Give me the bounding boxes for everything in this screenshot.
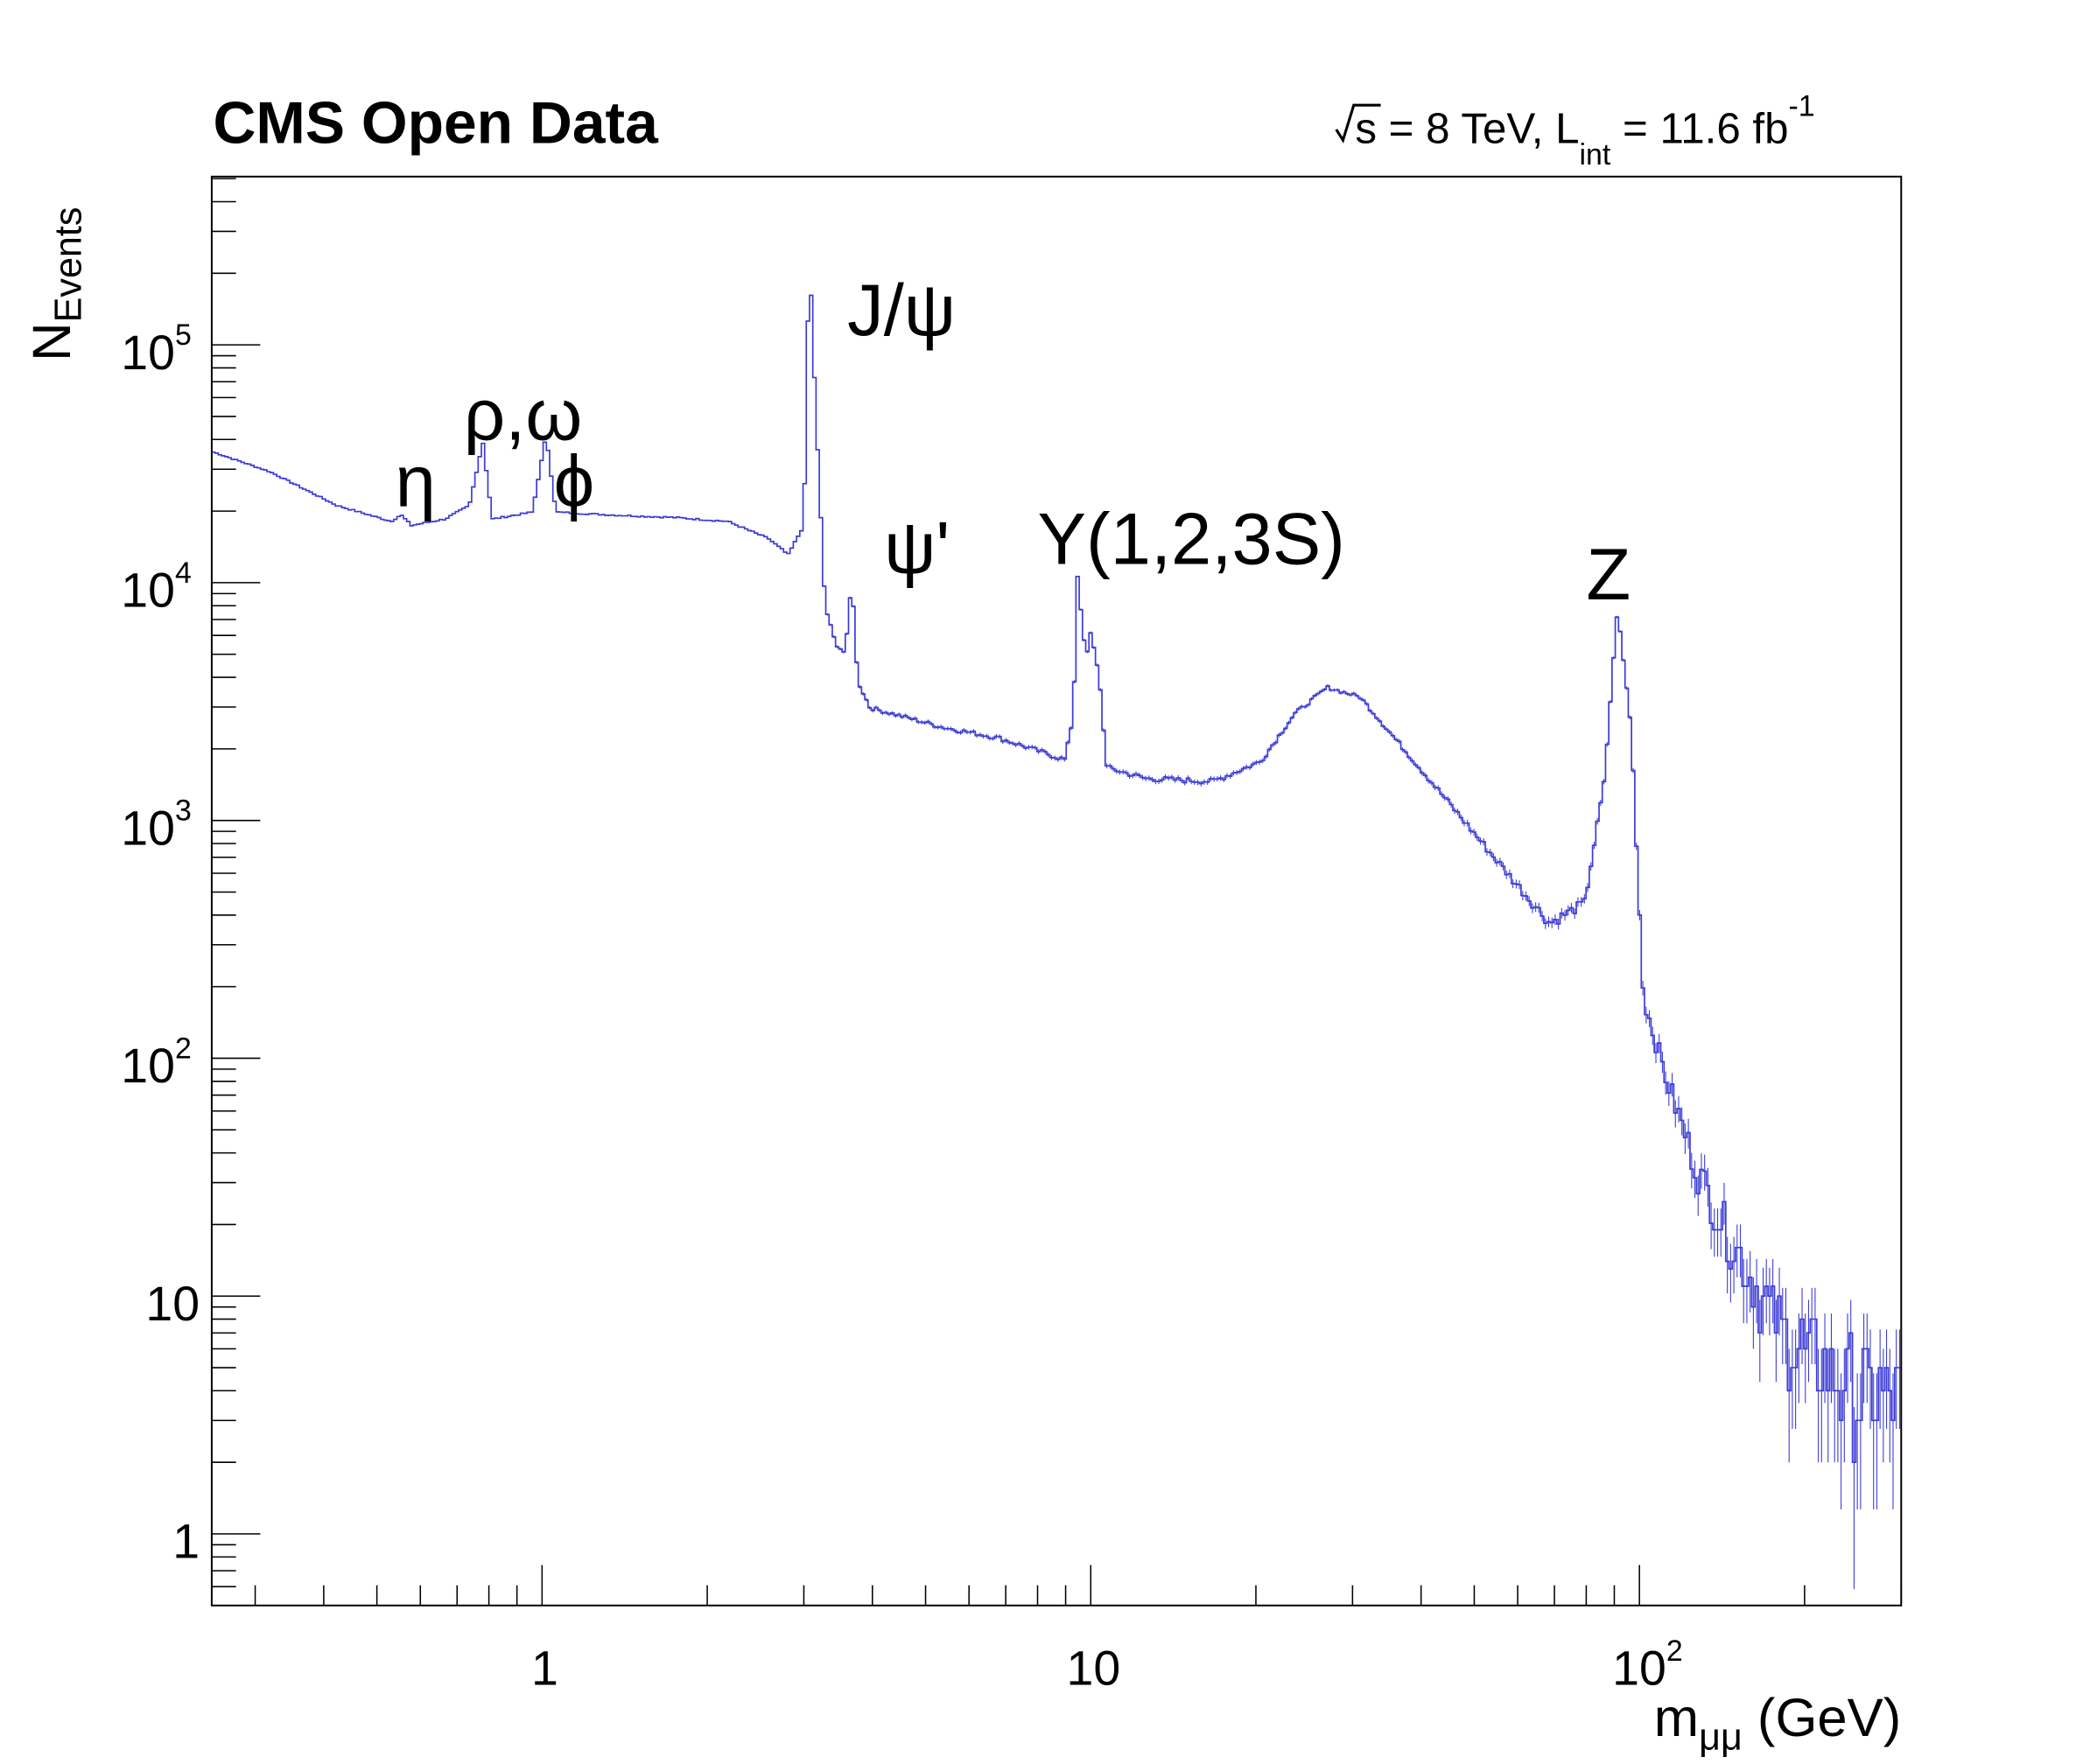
y-tick-label: 105	[121, 318, 192, 380]
peak-label: ϕ	[554, 440, 595, 522]
plot-frame	[210, 175, 1903, 1606]
x-tick-label: 102	[1612, 1634, 1683, 1696]
y-tick-label: 104	[121, 556, 192, 618]
tick-exponent: 3	[175, 794, 192, 828]
sqrt-symbol	[1335, 103, 1381, 144]
x-axis-title-main: m	[1654, 1688, 1699, 1748]
peak-label: ψ'	[884, 508, 950, 589]
x-axis-title-sub: μμ	[1699, 1717, 1743, 1759]
tick-base: 1	[531, 1642, 558, 1696]
lumi-superscript: -1	[1789, 89, 1815, 122]
x-axis-title: mμμ (GeV)	[1654, 1688, 1901, 1758]
peak-annotations: η ρ,ωϕ J/ψ ψ' Y(1,2,3S) Z	[396, 270, 1631, 615]
tick-base: 1	[172, 1515, 200, 1569]
chart-title: CMS Open Data	[213, 90, 659, 156]
y-tick-label: 103	[121, 794, 192, 856]
x-tick-label: 1	[531, 1642, 558, 1696]
tick-base: 10	[121, 326, 175, 380]
x-axis-title-unit: (GeV)	[1743, 1688, 1901, 1748]
histogram-line	[211, 294, 1902, 1464]
energy-text: = 8 TeV, L	[1377, 104, 1580, 152]
y-tick-label: 1	[172, 1515, 200, 1569]
tick-exponent: 5	[175, 318, 192, 352]
plot-area	[211, 294, 1902, 1590]
y-axis-title: NEvents	[22, 207, 89, 361]
energy-prefix: s	[1355, 104, 1377, 152]
peak-label: J/ψ	[847, 270, 956, 351]
x-tick-label: 10	[1066, 1642, 1120, 1696]
svg-text:s = 8 TeV, Lint = 11.6 fb-1: s = 8 TeV, Lint = 11.6 fb-1	[1355, 89, 1814, 171]
y-tick-label: 10	[145, 1277, 200, 1331]
peak-label: η	[396, 440, 436, 522]
tick-exponent: 2	[1666, 1634, 1683, 1668]
tick-exponent: 2	[175, 1032, 192, 1065]
y-tick-label: 102	[121, 1032, 192, 1093]
y-axis-title-main: N	[22, 322, 82, 361]
peak-label: Z	[1586, 534, 1631, 615]
y-axis-title-sub: Events	[47, 207, 89, 323]
error-bars	[824, 584, 1900, 1590]
tick-base: 10	[145, 1277, 200, 1331]
peak-label: ρ,ω	[464, 374, 582, 455]
lumi-subscript: int	[1580, 138, 1611, 172]
tick-base: 10	[1612, 1642, 1666, 1696]
peak-label: Y(1,2,3S)	[1038, 498, 1345, 579]
tick-exponent: 4	[175, 556, 192, 590]
tick-base: 10	[1066, 1642, 1120, 1696]
lumi-text: = 11.6 fb	[1610, 104, 1788, 152]
energy-lumi-label: s = 8 TeV, Lint = 11.6 fb-1	[1335, 89, 1815, 172]
tick-base: 10	[121, 564, 175, 618]
tick-base: 10	[121, 1039, 175, 1093]
tick-base: 10	[121, 801, 175, 855]
